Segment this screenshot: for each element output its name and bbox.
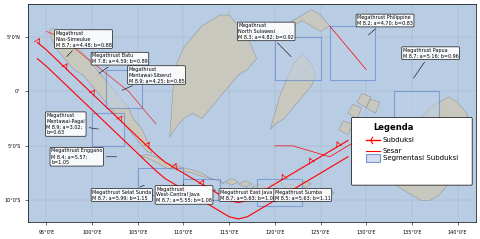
Text: Megathrust Sumba
M 8.5; a=5.63; b=1.11: Megathrust Sumba M 8.5; a=5.63; b=1.11 (275, 190, 331, 200)
Text: Megathrust
West-Central Java
M 8.7; a=5.55; b=1.08: Megathrust West-Central Java M 8.7; a=5.… (156, 184, 212, 203)
Polygon shape (49, 28, 152, 153)
Bar (257, 179, 302, 206)
Text: Subduksi: Subduksi (383, 137, 415, 143)
Text: Megathrust
Mentawai-Pagai
M 8.9; a=3.02;
b=0.63: Megathrust Mentawai-Pagai M 8.9; a=3.02;… (47, 113, 98, 135)
Polygon shape (270, 53, 316, 130)
Text: Legenda: Legenda (373, 123, 414, 131)
Text: Megathrust
Mentawai-Siberut
M 8.9; a=4.25; b=0.85: Megathrust Mentawai-Siberut M 8.9; a=4.2… (122, 67, 184, 90)
Polygon shape (225, 179, 238, 185)
Bar (183, 179, 220, 200)
Polygon shape (352, 126, 366, 141)
Polygon shape (357, 93, 371, 108)
FancyBboxPatch shape (351, 118, 472, 185)
Text: Megathrust East Java
M 8.7; a=5.63; b=1.08: Megathrust East Java M 8.7; a=5.63; b=1.… (214, 190, 276, 200)
Polygon shape (238, 181, 252, 187)
Text: Megathrust
North Sulawesi
M 8.3; a=4.82; b=0.92: Megathrust North Sulawesi M 8.3; a=4.82;… (238, 23, 294, 57)
Polygon shape (321, 190, 334, 196)
Polygon shape (170, 15, 257, 137)
Text: Megathrust Philippine
M 8.2; a=4.70; b=0.83: Megathrust Philippine M 8.2; a=4.70; b=0… (357, 15, 413, 35)
Text: Megathrust
Nias-Simeulue
M 8.7; a=4.48; b=0.88: Megathrust Nias-Simeulue M 8.7; a=4.48; … (56, 31, 111, 57)
Polygon shape (140, 155, 225, 184)
Polygon shape (366, 99, 380, 113)
Polygon shape (371, 97, 471, 200)
Bar (275, 37, 321, 81)
Polygon shape (312, 192, 325, 198)
Text: Segmentasi Subduksi: Segmentasi Subduksi (383, 155, 458, 161)
Polygon shape (339, 121, 352, 135)
Bar (92, 113, 124, 146)
Bar (106, 70, 143, 108)
Text: Sesar: Sesar (383, 148, 402, 154)
Bar (366, 153, 380, 162)
Polygon shape (270, 181, 284, 187)
Polygon shape (298, 181, 312, 187)
Bar (330, 26, 375, 81)
Bar (138, 168, 183, 195)
Polygon shape (252, 184, 266, 190)
Polygon shape (284, 184, 298, 190)
Polygon shape (348, 104, 361, 119)
Text: Megathrust Selat Sunda
M 8.7; a=5.99; b=1.15: Megathrust Selat Sunda M 8.7; a=5.99; b=… (92, 185, 151, 200)
Bar (394, 91, 439, 146)
Text: Megathrust Enggano
M 8.4; a=5.57;
b=1.05: Megathrust Enggano M 8.4; a=5.57; b=1.05 (51, 148, 117, 165)
Polygon shape (275, 10, 330, 37)
Text: Megathrust Papua
M 8.7; a=5.16; b=0.96: Megathrust Papua M 8.7; a=5.16; b=0.96 (403, 48, 458, 78)
Text: Megathrust Batu
M 7.8; a=4.59; b=0.89: Megathrust Batu M 7.8; a=4.59; b=0.89 (92, 53, 148, 73)
